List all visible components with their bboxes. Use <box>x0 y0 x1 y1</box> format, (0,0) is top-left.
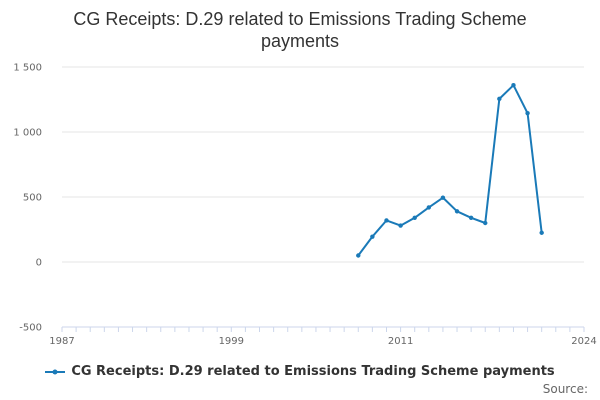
data-point <box>468 215 474 220</box>
data-point <box>356 253 361 258</box>
y-axis: -500 0 500 1 000 1 500 <box>13 63 42 334</box>
data-point <box>454 209 460 214</box>
data-point <box>412 215 417 220</box>
data-point <box>398 223 403 228</box>
source-label: Source: <box>542 382 588 396</box>
data-point <box>539 230 544 235</box>
legend-label: CG Receipts: D.29 related to Emissions T… <box>71 364 555 379</box>
x-tick-label: 2024 <box>571 336 596 347</box>
x-tick-label: 1999 <box>219 336 244 347</box>
grid-lines <box>62 66 584 328</box>
y-tick-label: 0 <box>36 258 42 269</box>
data-point <box>426 205 432 210</box>
data-point <box>497 96 502 102</box>
y-tick-label: 1 500 <box>13 63 42 74</box>
y-tick-label: 1 000 <box>13 128 42 139</box>
data-point <box>384 218 389 223</box>
data-point <box>440 195 446 200</box>
legend[interactable]: CG Receipts: D.29 related to Emissions T… <box>0 364 600 379</box>
x-axis: 1987 1999 2011 2024 <box>49 326 597 347</box>
series-line-path <box>357 84 543 257</box>
x-tick-label: 1987 <box>49 336 74 347</box>
data-point <box>483 220 488 226</box>
legend-swatch-icon <box>45 369 66 374</box>
y-tick-label: -500 <box>19 323 42 334</box>
data-point <box>370 234 375 239</box>
chart-title: CG Receipts: D.29 related to Emissions T… <box>73 9 527 51</box>
data-point <box>525 110 530 116</box>
y-tick-label: 500 <box>23 193 42 204</box>
x-tick-label: 2011 <box>388 336 413 347</box>
data-point <box>511 83 516 88</box>
series-line <box>356 83 544 258</box>
